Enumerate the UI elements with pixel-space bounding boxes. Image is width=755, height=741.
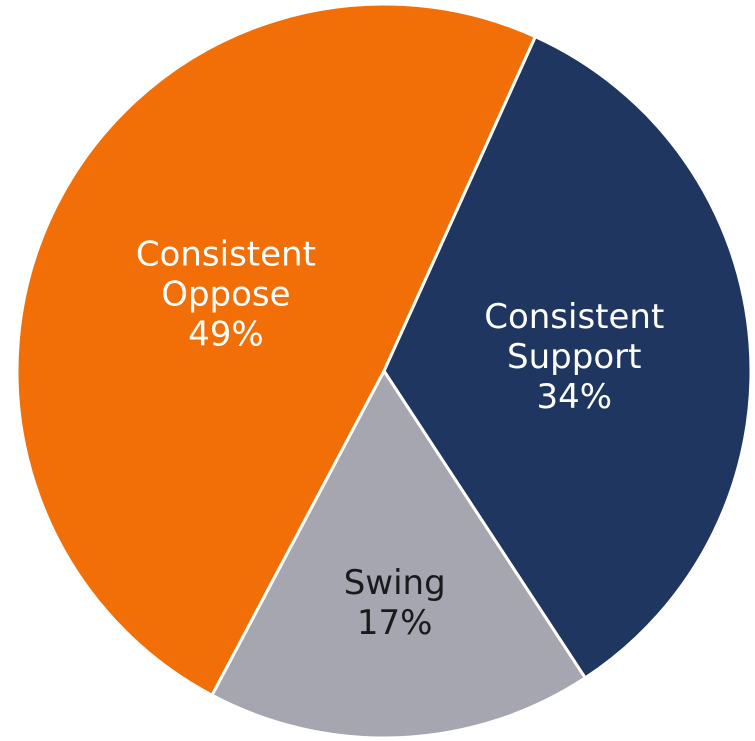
pie-label-swing: Swing 17% — [344, 563, 446, 643]
pie-value-label: 49% — [188, 314, 264, 354]
pie-label-consistent-support: Consistent Support 34% — [484, 297, 664, 417]
pie-category-label: Consistent — [484, 297, 664, 337]
pie-value-label: 34% — [536, 377, 612, 417]
pie-value-label: 17% — [357, 603, 433, 643]
pie-slice-swing — [210, 369, 587, 740]
pie-slice-consistent-oppose — [15, 2, 537, 697]
pie-label-consistent-oppose: Consistent Oppose 49% — [136, 234, 316, 354]
pie-category-label: Swing — [344, 563, 446, 603]
pie-labels: Consistent Support 34%Swing 17%Consistent Op… — [136, 234, 664, 643]
pie-slice-consistent-support — [382, 35, 753, 680]
pie-slices — [15, 2, 753, 740]
pie-category-label: Oppose — [161, 274, 290, 314]
pie-category-label: Support — [507, 337, 641, 377]
pie-category-label: Consistent — [136, 234, 316, 274]
